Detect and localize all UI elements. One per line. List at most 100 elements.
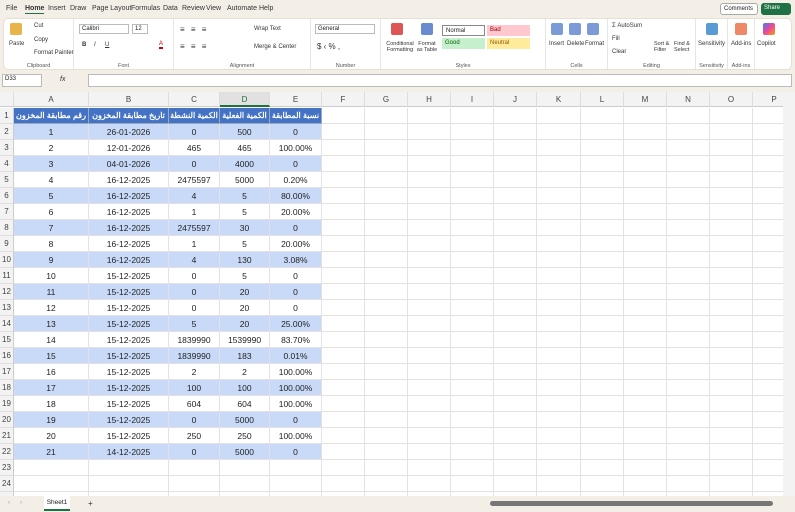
cell[interactable] bbox=[365, 364, 408, 380]
cell[interactable] bbox=[365, 124, 408, 140]
vertical-scrollbar[interactable] bbox=[783, 92, 795, 496]
cell[interactable] bbox=[710, 332, 753, 348]
cell[interactable] bbox=[581, 332, 624, 348]
underline-button[interactable]: U bbox=[105, 42, 110, 48]
table-header-cell[interactable]: نسبة المطابقة bbox=[270, 108, 322, 124]
cell[interactable] bbox=[753, 476, 795, 492]
cell[interactable] bbox=[365, 172, 408, 188]
row-header[interactable]: 7 bbox=[0, 204, 14, 220]
cell[interactable] bbox=[494, 476, 537, 492]
cell[interactable] bbox=[753, 364, 795, 380]
cell[interactable] bbox=[494, 140, 537, 156]
cell[interactable] bbox=[494, 396, 537, 412]
cell[interactable] bbox=[753, 428, 795, 444]
prev-sheet-button[interactable]: ‹ bbox=[8, 500, 10, 506]
table-cell[interactable]: 0 bbox=[270, 124, 322, 140]
menu-file[interactable]: File bbox=[6, 5, 18, 12]
cell[interactable] bbox=[408, 380, 451, 396]
cell[interactable] bbox=[753, 412, 795, 428]
table-cell[interactable]: 16-12-2025 bbox=[89, 236, 169, 252]
table-cell[interactable]: 15-12-2025 bbox=[89, 380, 169, 396]
cell[interactable] bbox=[494, 348, 537, 364]
cell[interactable] bbox=[365, 476, 408, 492]
row-header[interactable]: 12 bbox=[0, 284, 14, 300]
cell[interactable] bbox=[169, 492, 220, 496]
cell[interactable] bbox=[494, 252, 537, 268]
cell[interactable] bbox=[365, 188, 408, 204]
cell[interactable] bbox=[710, 236, 753, 252]
table-cell[interactable]: 500 bbox=[220, 124, 270, 140]
cell[interactable] bbox=[365, 268, 408, 284]
cell[interactable] bbox=[322, 156, 365, 172]
cell[interactable] bbox=[710, 428, 753, 444]
row-header[interactable]: 9 bbox=[0, 236, 14, 252]
format-painter-button[interactable]: Format Painter bbox=[34, 50, 74, 56]
cell[interactable] bbox=[581, 156, 624, 172]
cell[interactable] bbox=[365, 284, 408, 300]
cell[interactable] bbox=[365, 444, 408, 460]
cell[interactable] bbox=[451, 300, 494, 316]
table-cell[interactable]: 3 bbox=[14, 156, 89, 172]
table-cell[interactable]: 20 bbox=[220, 300, 270, 316]
cell[interactable] bbox=[624, 204, 667, 220]
table-header-cell[interactable]: تاريخ مطابقة المخزون bbox=[89, 108, 169, 124]
cell[interactable] bbox=[451, 220, 494, 236]
cell[interactable] bbox=[408, 460, 451, 476]
cell[interactable] bbox=[667, 172, 710, 188]
cell[interactable] bbox=[494, 364, 537, 380]
row-header[interactable]: 24 bbox=[0, 476, 14, 492]
style-normal[interactable]: Normal bbox=[442, 25, 485, 36]
table-cell[interactable]: 0 bbox=[169, 284, 220, 300]
conditional-formatting-button[interactable]: Conditional Formatting bbox=[386, 41, 414, 53]
cell[interactable] bbox=[494, 156, 537, 172]
format-as-table-button[interactable]: Format as Table bbox=[416, 41, 438, 53]
table-cell[interactable]: 16-12-2025 bbox=[89, 220, 169, 236]
cell[interactable] bbox=[581, 284, 624, 300]
table-cell[interactable]: 9 bbox=[14, 252, 89, 268]
cell[interactable] bbox=[753, 124, 795, 140]
column-header-E[interactable]: E bbox=[270, 92, 322, 107]
cell[interactable] bbox=[710, 172, 753, 188]
cell[interactable] bbox=[581, 396, 624, 412]
table-cell[interactable]: 250 bbox=[220, 428, 270, 444]
cell[interactable] bbox=[624, 396, 667, 412]
cell[interactable] bbox=[494, 492, 537, 496]
cell[interactable] bbox=[710, 108, 753, 124]
table-cell[interactable]: 7 bbox=[14, 220, 89, 236]
comments-button[interactable]: Comments bbox=[720, 3, 758, 15]
cell[interactable] bbox=[710, 396, 753, 412]
cell[interactable] bbox=[270, 460, 322, 476]
cell[interactable] bbox=[365, 300, 408, 316]
cell[interactable] bbox=[408, 476, 451, 492]
cell[interactable] bbox=[451, 188, 494, 204]
table-cell[interactable]: 250 bbox=[169, 428, 220, 444]
sheet-tab[interactable]: Sheet1 bbox=[44, 496, 70, 511]
cell[interactable] bbox=[494, 172, 537, 188]
cell[interactable] bbox=[667, 284, 710, 300]
table-cell[interactable]: 604 bbox=[169, 396, 220, 412]
table-cell[interactable]: 20 bbox=[14, 428, 89, 444]
cell[interactable] bbox=[365, 156, 408, 172]
cell[interactable] bbox=[322, 252, 365, 268]
cell[interactable] bbox=[365, 412, 408, 428]
cell[interactable] bbox=[710, 460, 753, 476]
cell[interactable] bbox=[322, 268, 365, 284]
cell[interactable] bbox=[451, 348, 494, 364]
cell[interactable] bbox=[753, 108, 795, 124]
align-icons[interactable]: ≡ ≡ ≡ bbox=[180, 25, 209, 34]
table-cell[interactable]: 20 bbox=[220, 284, 270, 300]
cell[interactable] bbox=[624, 380, 667, 396]
cell[interactable] bbox=[537, 412, 581, 428]
cell[interactable] bbox=[667, 396, 710, 412]
cell[interactable] bbox=[667, 124, 710, 140]
cell[interactable] bbox=[322, 220, 365, 236]
menu-formulas[interactable]: Formulas bbox=[131, 5, 161, 12]
cell[interactable] bbox=[408, 204, 451, 220]
table-cell[interactable]: 17 bbox=[14, 380, 89, 396]
table-cell[interactable]: 100.00% bbox=[270, 140, 322, 156]
cell[interactable] bbox=[408, 332, 451, 348]
table-cell[interactable]: 5 bbox=[220, 188, 270, 204]
table-cell[interactable]: 100.00% bbox=[270, 364, 322, 380]
cell[interactable] bbox=[451, 316, 494, 332]
table-cell[interactable]: 0 bbox=[169, 156, 220, 172]
